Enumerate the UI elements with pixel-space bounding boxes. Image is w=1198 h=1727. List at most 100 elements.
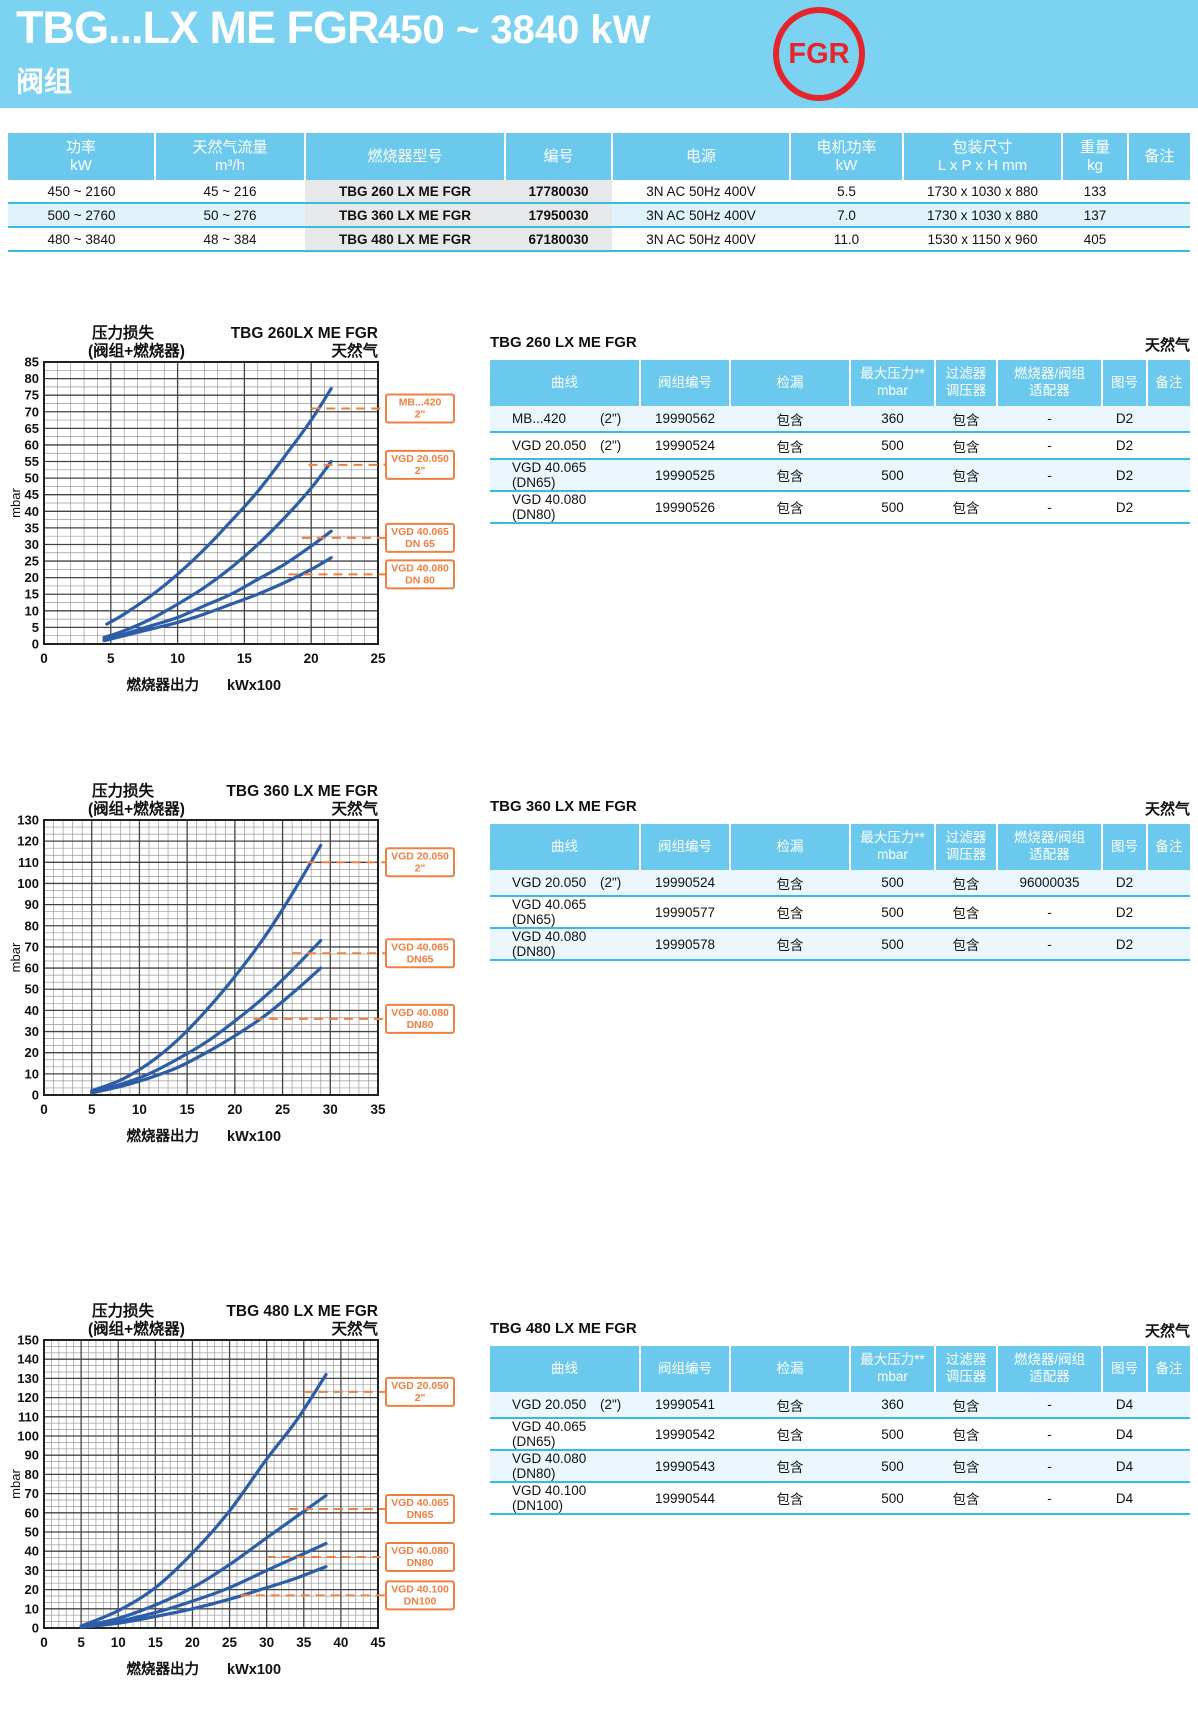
pressure-curve [79,1493,328,1629]
table-cell [1147,1392,1190,1419]
svg-text:70: 70 [25,939,39,954]
table-row: VGD 40.080(DN80) 19990578 包含 500 包含 - D2 [490,928,1190,961]
svg-text:100: 100 [17,876,39,891]
curve-label-box [385,449,455,480]
table-cell: 包含 [935,432,997,460]
table-cell: 137 [1062,203,1128,228]
curve-name-cell: VGD 40.080(DN80) [490,1450,640,1483]
column-header: 最大压力** mbar [849,360,935,406]
svg-text:35: 35 [296,1635,312,1650]
column-header: 过滤器 调压器 [934,360,997,406]
burner-models-table-wrap: 功率 kW 天然气流量 m³/h 燃烧器型号 编号 电源 电机功率 kW 包装尺寸 L x P x … [8,133,1190,252]
x-axis-label: 燃烧器出力 [127,1127,200,1145]
table-cell: 480 ~ 3840 [8,227,155,252]
gas-type-label: 天然气 [1144,801,1190,818]
chart-gas-label: 天然气 [331,1319,378,1338]
svg-text:25: 25 [25,554,39,569]
spec-table-title: TBG 360 LX ME FGR [490,798,637,815]
svg-text:120: 120 [17,1390,39,1405]
table-cell: 19990544 [640,1482,730,1515]
table-cell: 包含 [935,928,997,961]
column-header: 功率 kW [8,133,155,180]
table-cell: 133 [1062,180,1128,204]
table-cell: 500 [850,1450,935,1483]
table-cell: 包含 [730,1392,850,1419]
table-row: VGD 40.065(DN65) 19990577 包含 500 包含 - D2 [490,896,1190,929]
table-cell: - [997,491,1102,524]
svg-text:55: 55 [25,454,39,469]
curve-name: VGD 40.100 [512,1483,587,1498]
table-cell: TBG 360 LX ME FGR [305,203,505,228]
pressure-curve [79,1373,328,1628]
curve-name: MB...420 [512,411,567,426]
table-cell: D2 [1102,896,1147,929]
table-cell: - [997,1482,1102,1515]
x-axis-unit: kWx100 [227,1129,281,1145]
y-axis-label: mbar [10,488,23,518]
curve-name: VGD 20.050 [512,875,587,890]
svg-text:45: 45 [370,1635,386,1650]
grid-major [44,1340,378,1628]
svg-text:5: 5 [107,651,115,666]
svg-text:40: 40 [25,1003,39,1018]
curve-name: VGD 40.065 [512,897,587,912]
column-header: 备注 [1146,360,1190,406]
curve-label-size: DN65 [407,1509,434,1521]
column-header: 检漏 [729,360,850,406]
column-header: 图号 [1101,824,1147,870]
curve-label-size: 2" [415,1392,426,1404]
svg-text:80: 80 [25,1467,39,1482]
table-cell: 19990524 [640,870,730,897]
curve-label-box [385,847,455,878]
table-cell: - [997,1392,1102,1419]
table-cell: 5.5 [790,180,903,204]
curve-label-box [385,1376,455,1407]
column-header: 曲线 [490,824,640,870]
column-header: 阀组编号 [639,824,730,870]
chart-col-tbg360: 130 120 110 100 90 80 70 60 50 40 30 20 10 0 0 5 10 15 20 2… [8,780,490,1156]
table-cell: - [997,432,1102,460]
curve-label-box [385,1493,455,1524]
table-cell: 19990541 [640,1392,730,1419]
chart-title-left: 压力损失 [92,1301,155,1320]
svg-text:85: 85 [25,355,39,370]
chart-title-right: TBG 480 LX ME FGR [226,1303,378,1320]
table-cell [1147,1450,1190,1483]
valve-group-table-tbg260: 曲线 阀组编号 检漏 最大压力** mbar 过滤器 调压器 燃烧器/阀组 适配器 图号 备注 MB.… [490,360,1190,524]
column-header: 天然气流量 m³/h [154,133,305,180]
table-cell: 500 ~ 2760 [8,203,155,228]
table-cell: 360 [850,406,935,433]
svg-text:20: 20 [304,651,319,666]
column-header: 燃烧器型号 [304,133,505,180]
chart-col-tbg480: 150 140 130 120 110 100 90 80 70 60 50 40 30 20 10 0 0 5 1… [8,1300,490,1689]
grid-minor [44,1340,378,1628]
curve-name: VGD 20.050 [512,1397,587,1412]
chart-title-left2: (阀组+燃烧器) [88,341,185,360]
column-header: 过滤器 调压器 [934,824,997,870]
column-header: 燃烧器/阀组 适配器 [996,824,1102,870]
table-cell: D4 [1102,1482,1147,1515]
svg-text:30: 30 [25,1563,39,1578]
curve-name-cell: MB...420 (2") [490,406,640,433]
svg-text:10: 10 [25,1601,39,1616]
chart-title-left: 压力损失 [92,781,155,800]
table-cell [1147,459,1190,492]
header-row: 曲线 阀组编号 检漏 最大压力** mbar 过滤器 调压器 燃烧器/阀组 适配器 图号 备注 [490,360,1190,406]
svg-text:5: 5 [77,1635,85,1650]
table-cell: 包含 [935,459,997,492]
power-range: 450 ~ 3840 kW [378,8,651,52]
table-cell: 包含 [730,491,850,524]
curve-label-name: VGD 40.080 [391,562,449,574]
fgr-badge-icon: FGR [773,7,865,101]
curve-name: VGD 40.080 [512,492,587,507]
x-axis-ticks: 0 5 10 15 20 25 [40,651,386,666]
table-cell: 17950030 [505,203,612,228]
curve-label-size: DN100 [404,1595,437,1607]
curve-name-cell: VGD 20.050 (2") [490,432,640,460]
table-cell [1147,896,1190,929]
curve-label-size: DN80 [407,1557,434,1569]
chart-title-right: TBG 260LX ME FGR [231,325,378,342]
column-header: 图号 [1101,360,1147,406]
column-header: 编号 [504,133,612,180]
table-cell: 405 [1062,227,1128,252]
